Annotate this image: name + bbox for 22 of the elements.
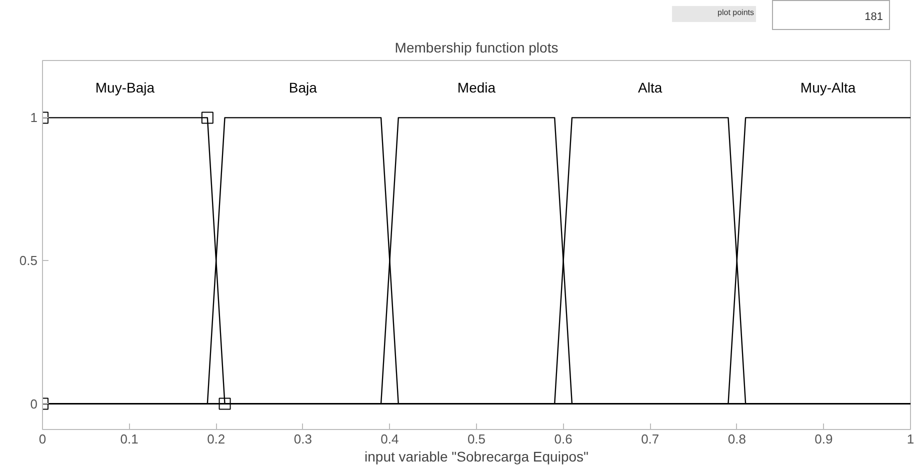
x-tick-label: 0.1 [120, 432, 138, 446]
x-tick-label: 0.2 [207, 432, 226, 446]
x-tick-label: 1 [906, 432, 914, 446]
x-tick-label: 0.9 [814, 432, 833, 446]
series-label: Muy-Baja [95, 80, 155, 96]
x-tick-label: 0.3 [294, 432, 312, 446]
x-tick-label: 0.5 [467, 432, 486, 446]
text: plot points [672, 6, 756, 22]
x-tick-label: 0.4 [380, 432, 399, 446]
chart-title: Membership function plots [394, 40, 558, 56]
x-tick-label: 0.7 [641, 432, 660, 446]
x-tick-label: 0.8 [728, 432, 746, 446]
series-label: Muy-Alta [800, 80, 856, 96]
y-tick-label: 1 [30, 110, 38, 126]
x-tick-label: 0.6 [554, 432, 572, 446]
y-tick-label: 0.5 [19, 253, 38, 268]
y-tick-label: 0 [30, 396, 38, 412]
x-axis-title: input variable "Sobrecarga Equipos" [364, 448, 589, 464]
series-label: Baja [288, 80, 318, 96]
text: 181 [772, 0, 890, 30]
series-label: Alta [638, 80, 662, 96]
series-label: Media [457, 80, 496, 96]
